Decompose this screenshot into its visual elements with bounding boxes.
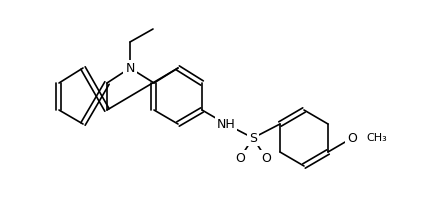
Text: O: O [235, 151, 245, 165]
Text: S: S [249, 132, 257, 145]
Text: NH: NH [217, 118, 235, 130]
Text: O: O [261, 151, 271, 165]
Text: CH₃: CH₃ [366, 133, 387, 143]
Text: N: N [125, 62, 135, 75]
Text: O: O [347, 132, 357, 145]
